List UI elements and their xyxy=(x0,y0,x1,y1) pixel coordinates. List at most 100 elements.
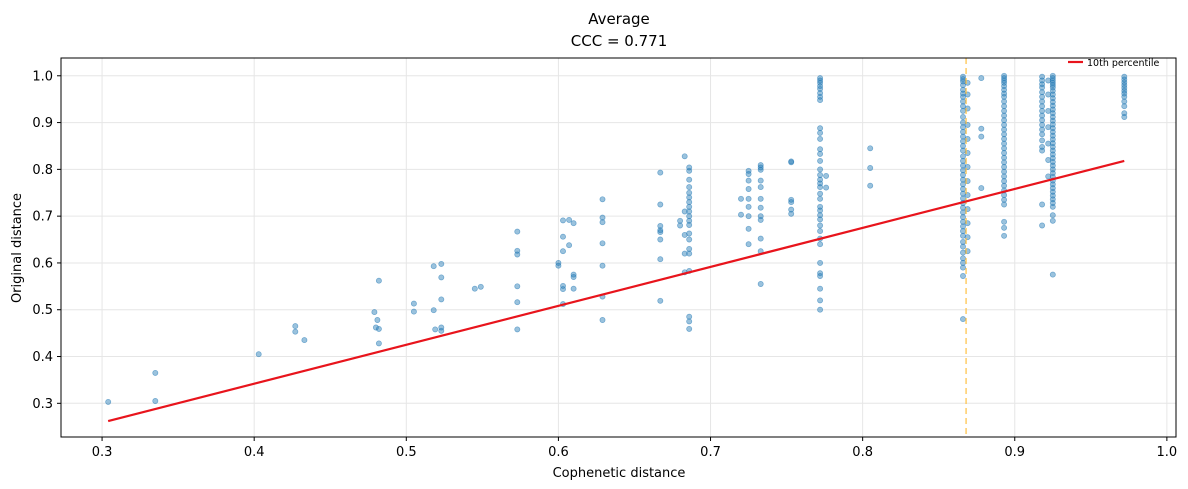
data-point xyxy=(817,125,824,132)
data-point xyxy=(1001,201,1008,208)
data-point xyxy=(757,177,764,184)
data-point xyxy=(757,184,764,191)
data-point xyxy=(1121,90,1128,97)
data-point xyxy=(375,277,382,284)
data-point xyxy=(438,274,445,281)
data-point xyxy=(1039,131,1046,138)
data-point xyxy=(817,306,824,313)
data-point xyxy=(570,274,577,280)
data-point xyxy=(255,351,262,358)
x-tick-label: 0.7 xyxy=(700,445,721,460)
data-point xyxy=(152,369,159,376)
data-point xyxy=(960,214,966,221)
data-point xyxy=(745,195,752,202)
data-point xyxy=(1121,93,1128,100)
data-point xyxy=(1039,201,1046,208)
data-point xyxy=(686,230,693,237)
data-point xyxy=(1039,84,1046,91)
data-point xyxy=(960,273,966,279)
data-point xyxy=(514,283,521,290)
data-point xyxy=(1001,131,1008,138)
chart-title: Average xyxy=(588,10,650,28)
data-point xyxy=(1049,271,1056,278)
y-tick-label: 0.8 xyxy=(32,163,53,178)
data-point xyxy=(1039,117,1046,124)
data-point xyxy=(374,317,381,323)
data-point xyxy=(960,316,966,323)
data-point xyxy=(1045,77,1052,84)
data-point xyxy=(817,273,824,279)
data-point xyxy=(686,313,693,320)
data-point xyxy=(1001,140,1008,147)
data-point xyxy=(1039,112,1046,119)
plot-frame xyxy=(60,57,1177,438)
data-point xyxy=(978,133,985,140)
data-point xyxy=(1001,178,1008,185)
data-point xyxy=(1001,232,1008,239)
data-point xyxy=(1121,114,1128,120)
data-point xyxy=(375,340,382,347)
data-point xyxy=(514,228,521,235)
data-point xyxy=(1001,224,1008,231)
data-points xyxy=(105,72,1128,405)
data-point xyxy=(1039,103,1046,110)
data-point xyxy=(757,166,764,173)
data-point xyxy=(978,75,985,82)
data-point xyxy=(817,207,824,214)
data-point xyxy=(471,285,478,292)
data-point xyxy=(686,250,693,257)
data-point xyxy=(686,189,693,196)
data-point xyxy=(681,250,688,257)
x-tick-label: 0.5 xyxy=(396,445,417,460)
data-point xyxy=(817,241,824,248)
data-point xyxy=(657,229,664,236)
data-point xyxy=(599,317,606,323)
data-point xyxy=(1039,89,1046,96)
data-point xyxy=(745,186,752,192)
data-point xyxy=(1049,212,1056,219)
data-point xyxy=(1001,145,1008,152)
data-point xyxy=(1045,140,1052,147)
data-point xyxy=(960,82,966,89)
data-point xyxy=(817,146,824,153)
data-point xyxy=(657,169,664,176)
data-point xyxy=(745,203,752,210)
data-point xyxy=(960,243,966,250)
data-point xyxy=(1001,182,1008,189)
data-point xyxy=(681,153,688,160)
data-point xyxy=(738,195,744,202)
data-point xyxy=(514,251,521,258)
data-point xyxy=(477,283,484,290)
data-point xyxy=(301,337,308,344)
data-point xyxy=(1039,121,1046,128)
axis-ticks: 0.3 0.4 0.5 0.6 0.7 0.8 0.9 1.0 0.3 0.4 0.5 0.6 0.7 0… xyxy=(32,69,1177,460)
data-point xyxy=(657,236,664,243)
data-point xyxy=(681,231,688,238)
data-point xyxy=(560,217,566,224)
data-point xyxy=(757,216,764,223)
data-point xyxy=(745,167,752,174)
data-point xyxy=(657,256,664,263)
data-point xyxy=(817,166,824,173)
data-point xyxy=(738,211,744,218)
fit-line xyxy=(107,159,1125,423)
data-point xyxy=(978,125,985,132)
data-point xyxy=(817,172,824,178)
data-point xyxy=(686,203,693,210)
data-point xyxy=(823,184,830,191)
data-point xyxy=(817,297,824,304)
data-point xyxy=(1001,196,1008,203)
data-point xyxy=(817,212,824,219)
data-point xyxy=(867,145,874,152)
data-point xyxy=(817,135,824,142)
data-point xyxy=(817,150,824,157)
data-point xyxy=(514,299,521,306)
data-point xyxy=(817,195,824,202)
data-point xyxy=(757,281,764,287)
data-point xyxy=(1001,98,1008,105)
data-point xyxy=(566,242,573,249)
data-point xyxy=(686,213,693,220)
data-point xyxy=(657,201,664,208)
x-tick-label: 0.6 xyxy=(548,445,569,460)
grid-lines xyxy=(61,58,1176,437)
